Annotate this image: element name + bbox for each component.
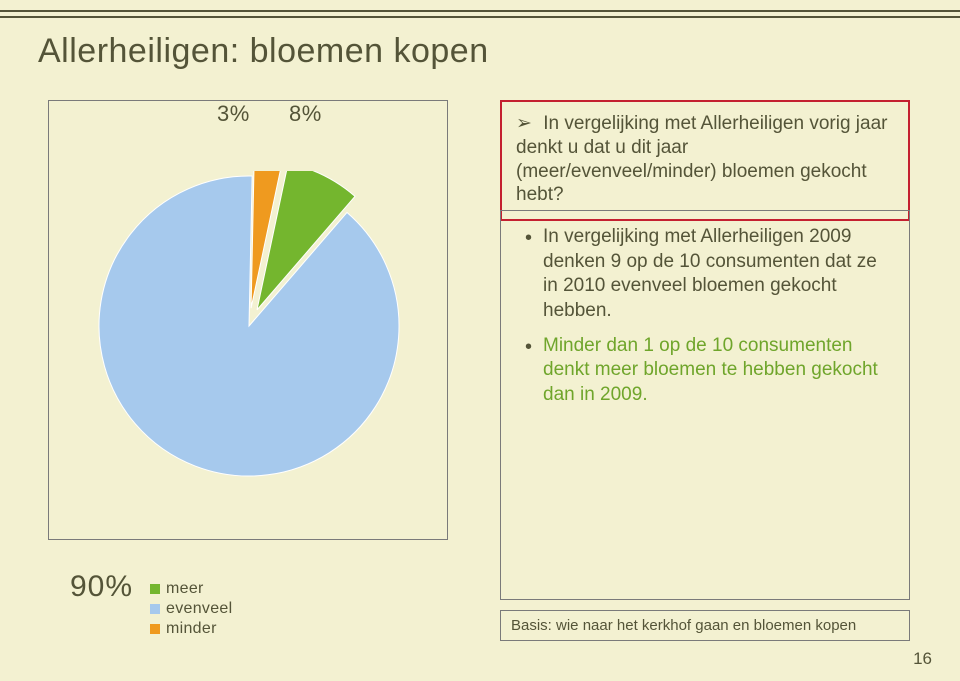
- pie-label-minder: 3%: [217, 101, 250, 127]
- legend-label-minder: minder: [166, 620, 217, 638]
- page-number: 16: [913, 649, 932, 669]
- arrow-icon: ➢: [516, 113, 532, 134]
- legend-label-evenveel: evenveel: [166, 600, 232, 618]
- findings-list: In vergelijking met Allerheiligen 2009 d…: [525, 225, 891, 408]
- legend-swatch-evenveel: [150, 604, 160, 614]
- question-text: In vergelijking met Allerheiligen vorig …: [516, 113, 888, 205]
- findings-bullet: Minder dan 1 op de 10 consumenten denkt …: [525, 334, 891, 408]
- basis-text: Basis: wie naar het kerkhof gaan en bloe…: [511, 617, 856, 634]
- top-rule-1: [0, 10, 960, 12]
- findings-box: In vergelijking met Allerheiligen 2009 d…: [500, 210, 910, 600]
- legend-label-meer: meer: [166, 580, 204, 598]
- legend-swatch-meer: [150, 584, 160, 594]
- pie-center-label: 90%: [70, 570, 133, 604]
- findings-bullet: In vergelijking met Allerheiligen 2009 d…: [525, 225, 891, 324]
- question-box: ➢ In vergelijking met Allerheiligen vori…: [500, 100, 910, 221]
- legend-item-minder: minder: [150, 620, 232, 638]
- basis-box: Basis: wie naar het kerkhof gaan en bloe…: [500, 610, 910, 641]
- legend: meer evenveel minder: [150, 580, 232, 640]
- top-rule-2: [0, 16, 960, 18]
- pie-chart: [94, 171, 404, 481]
- legend-item-meer: meer: [150, 580, 232, 598]
- pie-chart-container: 3% 8%: [48, 100, 448, 540]
- pie-svg: [94, 171, 404, 481]
- legend-item-evenveel: evenveel: [150, 600, 232, 618]
- pie-label-meer: 8%: [289, 101, 322, 127]
- legend-swatch-minder: [150, 624, 160, 634]
- page-title: Allerheiligen: bloemen kopen: [38, 32, 489, 71]
